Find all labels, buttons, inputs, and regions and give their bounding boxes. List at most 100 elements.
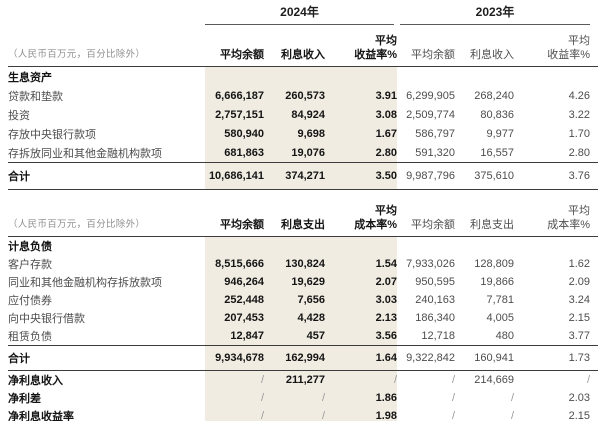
cell-net-spread-2023: 2.03 xyxy=(568,392,590,404)
row-label: 向中央银行借款 xyxy=(8,313,85,325)
cell-cost-2024: 1.54 xyxy=(325,255,397,273)
cell-interest-income-2024: 9,698 xyxy=(264,124,325,143)
col-avg-balance-2023: 平均余额 xyxy=(411,219,455,231)
cell-interest-income-2023: 80,836 xyxy=(480,108,514,121)
cell-interest-expense-2024: 162,994 xyxy=(264,346,325,370)
net-interest-income-row: 净利息收入 / 211,277 / / 214,669 / xyxy=(8,371,598,389)
assets-total-row: 合计 10,686,141 374,271 3.50 9,987,796 375… xyxy=(8,162,598,190)
col-avg-yield-2024: 平均 收益率% xyxy=(354,35,397,61)
col-avg-cost-2024: 平均 成本率% xyxy=(354,205,397,231)
liabilities-total-row: 合计 9,934,678 162,994 1.64 9,322,842 160,… xyxy=(8,345,598,371)
cell-yield-2024: 3.50 xyxy=(325,163,397,189)
cell-avg-balance-2024: 8,515,666 xyxy=(205,255,264,273)
cell-avg-balance-2024: 681,863 xyxy=(205,143,264,162)
cell-cost-2024: 1.64 xyxy=(325,346,397,370)
row-label: 租赁负债 xyxy=(8,331,52,343)
cell-cost-2023: 1.73 xyxy=(568,352,590,364)
cell-interest-income-2023: 9,977 xyxy=(486,127,514,140)
col-avg-cost-2023: 平均 成本率% xyxy=(547,205,590,231)
cell-cost-2024: 3.03 xyxy=(325,291,397,309)
na-slash: / xyxy=(325,371,397,389)
cell-interest-income-2023: 375,610 xyxy=(474,170,514,182)
na-slash: / xyxy=(264,407,325,421)
cell-yield-2023: 3.22 xyxy=(568,108,590,121)
col-interest-expense-2023: 利息支出 xyxy=(470,219,514,231)
assets-column-header-row: （人民币百万元，百分比除外） 平均余额 利息收入 平均 收益率% 平均余额 利息收… xyxy=(8,25,598,67)
cell-cost-2024: 3.56 xyxy=(325,327,397,345)
section-row-liabilities: 计息负债 xyxy=(8,237,598,255)
section-label: 计息负债 xyxy=(8,241,52,253)
cell-interest-expense-2024: 19,629 xyxy=(264,273,325,291)
cell-interest-expense-2023: 480 xyxy=(495,330,514,342)
empty-cell xyxy=(514,67,590,86)
cell-interest-expense-2024: 4,428 xyxy=(264,309,325,327)
empty-cell xyxy=(455,67,514,86)
total-label: 合计 xyxy=(8,171,30,183)
section-row-assets: 生息资产 xyxy=(8,67,598,86)
cell-avg-balance-2024: 580,940 xyxy=(205,124,264,143)
empty-cell xyxy=(205,67,264,86)
table-row: 存放中央银行款项 580,940 9,698 1.67 586,797 9,97… xyxy=(8,124,598,143)
empty-cell xyxy=(264,237,325,255)
cell-avg-balance-2024: 946,264 xyxy=(205,273,264,291)
cell-interest-income-2024: 19,076 xyxy=(264,143,325,162)
cell-interest-expense-2023: 7,781 xyxy=(486,294,514,306)
cell-avg-balance-2023: 591,320 xyxy=(415,146,455,159)
cell-avg-balance-2023: 186,340 xyxy=(415,312,455,324)
cell-interest-income-2024: 374,271 xyxy=(264,163,325,189)
row-label: 净利息收益率 xyxy=(8,411,74,421)
cell-interest-expense-2024: 457 xyxy=(264,327,325,345)
cell-yield-2024: 3.91 xyxy=(325,86,397,105)
cell-avg-balance-2024: 2,757,151 xyxy=(205,105,264,124)
table-row: 向中央银行借款 207,453 4,428 2.13 186,340 4,005… xyxy=(8,309,598,327)
cell-interest-income-2024: 260,573 xyxy=(264,86,325,105)
cell-net-interest-income-2024: 211,277 xyxy=(264,371,325,389)
cell-avg-balance-2024: 12,847 xyxy=(205,327,264,345)
cell-cost-2023: 1.62 xyxy=(568,258,590,270)
empty-cell xyxy=(455,237,514,255)
cell-avg-balance-2023: 9,987,796 xyxy=(406,170,455,182)
row-label: 应付债券 xyxy=(8,295,52,307)
cell-interest-expense-2023: 128,809 xyxy=(474,258,514,270)
cell-avg-balance-2024: 207,453 xyxy=(205,309,264,327)
na-slash: / xyxy=(510,410,514,421)
cell-yield-2023: 3.76 xyxy=(568,170,590,182)
na-slash: / xyxy=(205,371,264,389)
row-label: 净利息收入 xyxy=(8,375,63,387)
cell-cost-2023: 3.77 xyxy=(568,330,590,342)
cell-cost-2023: 3.24 xyxy=(568,294,590,306)
cell-cost-2024: 2.13 xyxy=(325,309,397,327)
col-avg-balance-2024: 平均余额 xyxy=(220,49,264,61)
cell-yield-2024: 1.67 xyxy=(325,124,397,143)
cell-yield-2023: 2.80 xyxy=(568,146,590,159)
na-slash: / xyxy=(451,392,455,404)
table-row: 客户存款 8,515,666 130,824 1.54 7,933,026 12… xyxy=(8,255,598,273)
total-label: 合计 xyxy=(8,353,30,365)
empty-cell xyxy=(264,67,325,86)
net-interest-margin-row: 净利息收益率 / / 1.98 / / 2.15 xyxy=(8,407,598,421)
cell-interest-expense-2024: 130,824 xyxy=(264,255,325,273)
cell-yield-2023: 4.26 xyxy=(568,89,590,102)
na-slash: / xyxy=(451,410,455,421)
cell-interest-income-2024: 84,924 xyxy=(264,105,325,124)
cell-interest-expense-2023: 160,941 xyxy=(474,352,514,364)
cell-interest-expense-2024: 7,656 xyxy=(264,291,325,309)
empty-cell xyxy=(325,67,397,86)
cell-avg-balance-2023: 950,595 xyxy=(415,276,455,288)
empty-cell xyxy=(397,237,455,255)
cell-yield-2023: 1.70 xyxy=(568,127,590,140)
year-2024-header: 2024年 xyxy=(205,3,394,25)
na-slash: / xyxy=(205,407,264,421)
table-row: 同业和其他金融机构存拆放款项 946,264 19,629 2.07 950,5… xyxy=(8,273,598,291)
net-interest-spread-row: 净利差 / / 1.86 / / 2.03 xyxy=(8,389,598,407)
row-label: 贷款和垫款 xyxy=(8,90,63,103)
cell-net-interest-income-2023: 214,669 xyxy=(474,374,514,386)
liabilities-column-header-row: （人民币百万元，百分比除外） 平均余额 利息支出 平均 成本率% 平均余额 利息支… xyxy=(8,198,598,237)
cell-avg-balance-2023: 7,933,026 xyxy=(406,258,455,270)
table-row: 投资 2,757,151 84,924 3.08 2,509,774 80,83… xyxy=(8,105,598,124)
empty-cell xyxy=(325,237,397,255)
na-slash: / xyxy=(586,374,590,386)
row-label: 存放中央银行款项 xyxy=(8,128,96,141)
cell-avg-balance-2024: 252,448 xyxy=(205,291,264,309)
table-row: 租赁负债 12,847 457 3.56 12,718 480 3.77 xyxy=(8,327,598,345)
